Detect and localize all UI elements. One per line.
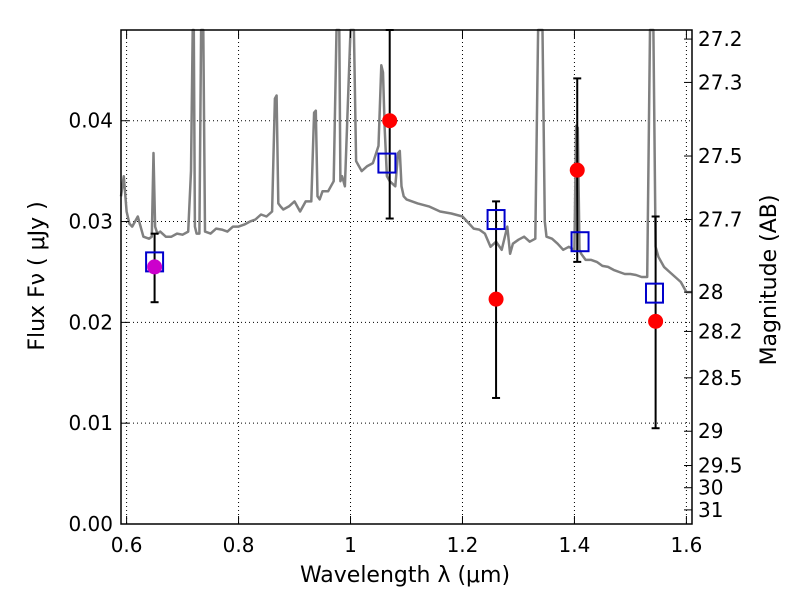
x-axis-ticks: 0.6 0.8 1 1.2 1.4 1.6 <box>111 30 702 557</box>
plot-border <box>120 29 693 525</box>
x-tick-label: 1.6 <box>670 533 702 557</box>
grid-lines <box>121 30 692 525</box>
x-tick-label: 0.6 <box>111 533 143 557</box>
model-square-layer <box>145 152 664 304</box>
y-tick-label: 0.01 <box>68 411 113 435</box>
right-tick-label: 31 <box>698 498 723 522</box>
right-tick-label: 27.2 <box>698 27 743 51</box>
model-square-point <box>644 282 664 304</box>
model-square-point <box>377 152 397 174</box>
right-tick-label: 30 <box>698 476 723 500</box>
observed-circle-layer <box>147 113 664 329</box>
errorbar-layer <box>150 29 660 430</box>
right-tick-label: 27.7 <box>698 208 743 232</box>
model-square-point <box>570 231 590 253</box>
x-tick-label: 1.4 <box>559 533 591 557</box>
x-tick-label: 1 <box>344 533 357 557</box>
observed-circle-point <box>488 291 504 307</box>
observed-circle-point <box>648 313 664 329</box>
right-tick-label: 27.3 <box>698 70 743 94</box>
y-tick-label: 0.03 <box>68 210 113 234</box>
observed-circle-point <box>382 113 398 129</box>
spectrum-line <box>119 28 692 294</box>
model-square-point <box>486 209 506 231</box>
right-tick-label: 29.5 <box>698 454 743 478</box>
y-tick-label: 0.02 <box>68 310 113 334</box>
y-axis-label: Flux Fν ( μJy ) <box>25 201 50 350</box>
x-tick-label: 0.8 <box>223 533 255 557</box>
x-axis-label: Wavelength λ (μm) <box>300 563 510 588</box>
y-tick-label: 0.04 <box>68 109 113 133</box>
x-tick-label: 1.2 <box>447 533 479 557</box>
right-tick-label: 27.5 <box>698 144 743 168</box>
spectrum-layer <box>119 28 692 294</box>
right-tick-label: 28 <box>698 280 723 304</box>
right-tick-label: 28.2 <box>698 319 743 343</box>
right-axis-label: Magnitude (AB) <box>757 195 782 366</box>
right-tick-label: 29 <box>698 419 723 443</box>
right-tick-label: 28.5 <box>698 366 743 390</box>
y-axis-ticks: 0.00 0.01 0.02 0.03 0.04 <box>68 109 129 536</box>
observed-circle-point <box>569 162 585 178</box>
y-tick-label: 0.00 <box>68 512 113 536</box>
plot-frame <box>120 29 693 525</box>
observed-circle-point <box>147 259 163 275</box>
